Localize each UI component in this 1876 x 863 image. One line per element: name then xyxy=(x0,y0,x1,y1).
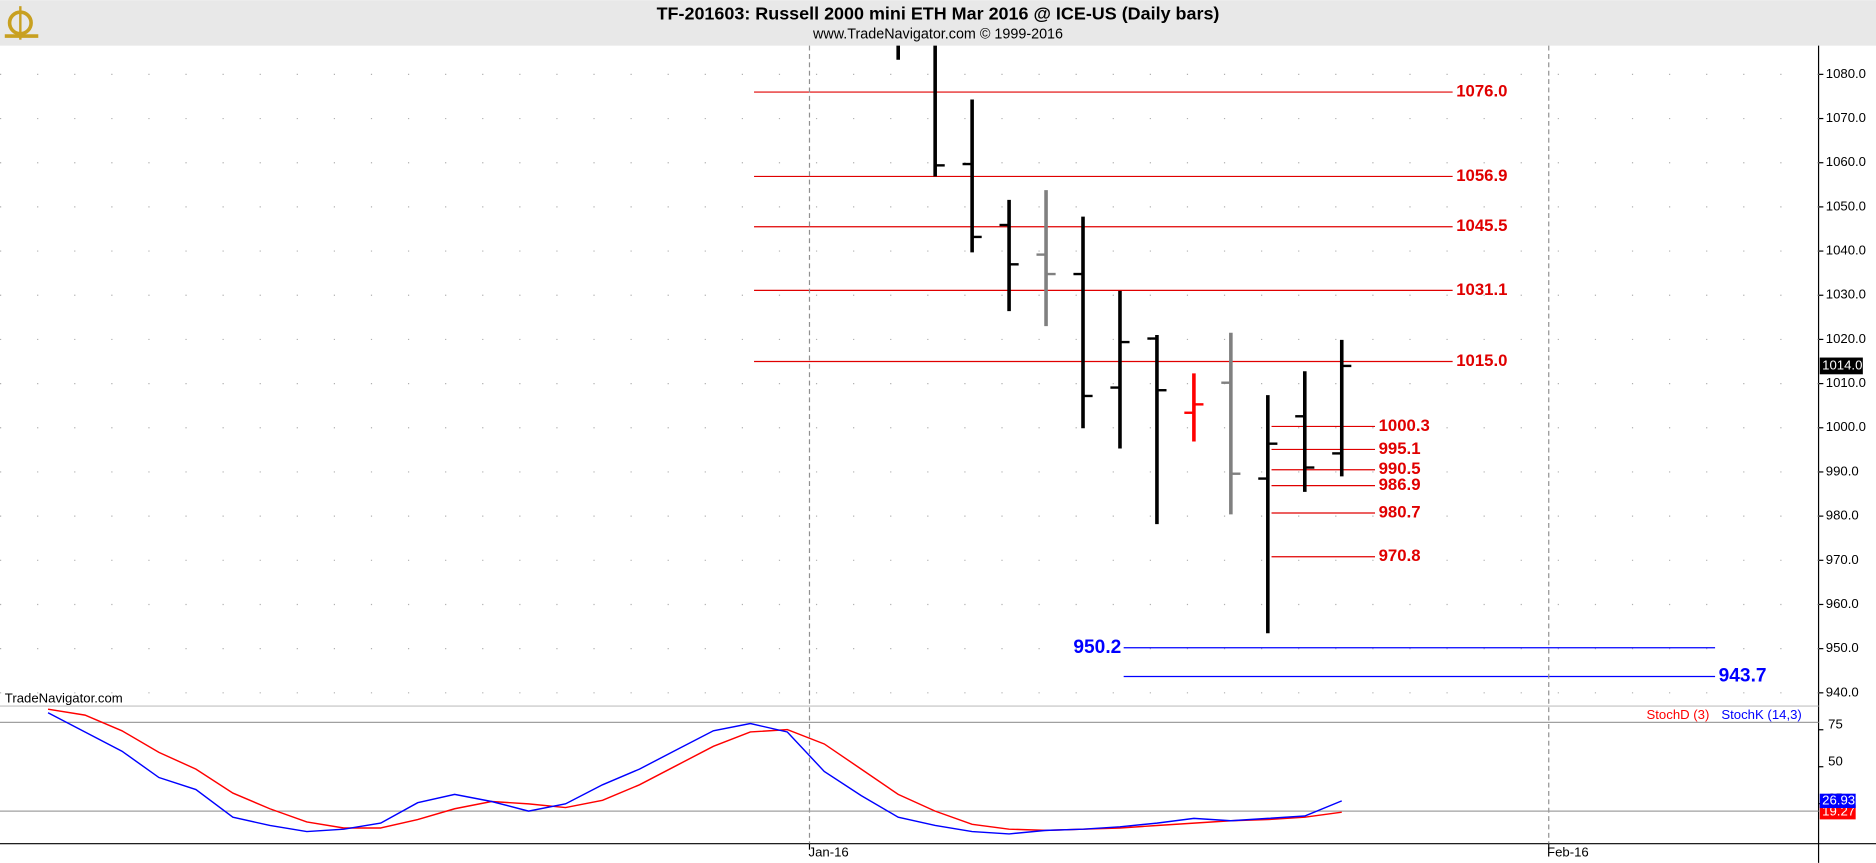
level-label: 1045.5 xyxy=(1456,216,1507,235)
y-tick-label: 990.0 xyxy=(1826,463,1859,478)
y-tick-label: 1010.0 xyxy=(1826,375,1866,390)
level-label: 943.7 xyxy=(1719,666,1767,687)
readout-label: 26.93 xyxy=(1822,792,1855,807)
price-panel: 1076.0 1056.9 1045.5 1031.1 1015.0 1000.3 995.… xyxy=(0,45,1819,694)
level-label: 995.1 xyxy=(1379,439,1421,458)
readout-box xyxy=(1819,805,1856,820)
readout-box xyxy=(1819,793,1856,809)
x-tick-label: Feb-16 xyxy=(1547,845,1589,860)
level-label: 1056.9 xyxy=(1456,166,1507,185)
y-tick-label: 1070.0 xyxy=(1826,110,1866,125)
level-label: 950.2 xyxy=(1073,637,1121,658)
level-label: 1000.3 xyxy=(1379,416,1430,435)
y-tick-label: 950.0 xyxy=(1826,640,1859,655)
level-label: 980.7 xyxy=(1379,502,1421,521)
y-tick-label: 50 xyxy=(1828,753,1843,768)
header-band xyxy=(0,0,1876,46)
chart-title: TF-201603: Russell 2000 mini ETH Mar 201… xyxy=(657,3,1220,23)
y-tick-label: 75 xyxy=(1828,716,1843,731)
x-tick-label: Jan-16 xyxy=(809,845,849,860)
level-label: 986.9 xyxy=(1379,475,1421,494)
level-label: 990.5 xyxy=(1379,459,1421,478)
y-tick-label: 1000.0 xyxy=(1826,419,1866,434)
last-price-box xyxy=(1819,357,1863,375)
y-tick-label: 940.0 xyxy=(1826,684,1859,699)
stoch-line xyxy=(47,708,1342,832)
level-label: 1015.0 xyxy=(1456,351,1507,370)
level-label: 1031.1 xyxy=(1456,280,1507,299)
y-tick-label: 980.0 xyxy=(1826,508,1859,523)
y-tick-label: 1080.0 xyxy=(1826,66,1866,81)
chart-subtitle: www.TradeNavigator.com © 1999-2016 xyxy=(812,27,1063,43)
level-label: 970.8 xyxy=(1379,546,1421,565)
watermark: TradeNavigator.com xyxy=(5,690,123,705)
logo xyxy=(4,6,39,40)
y-tick-label: 970.0 xyxy=(1826,552,1859,567)
y-tick-label: 1030.0 xyxy=(1826,287,1866,302)
stoch-line xyxy=(47,712,1343,835)
y-tick-label: 1020.0 xyxy=(1826,331,1866,346)
level-label: 1076.0 xyxy=(1456,81,1507,100)
legend-entry: StochK (14,3) xyxy=(1721,707,1801,722)
y-tick-label: 1060.0 xyxy=(1826,154,1866,169)
last-price-label: 1014.0 xyxy=(1822,357,1862,372)
y-tick-label: 1050.0 xyxy=(1826,198,1866,213)
y-tick-label: 960.0 xyxy=(1826,596,1859,611)
y-tick-label: 1040.0 xyxy=(1826,243,1866,258)
legend-entry: StochD (3) xyxy=(1647,707,1710,722)
